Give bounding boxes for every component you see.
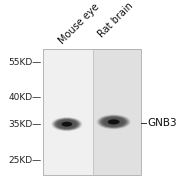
Ellipse shape [107,119,120,125]
Text: Mouse eye: Mouse eye [57,1,101,46]
Ellipse shape [54,118,80,130]
Ellipse shape [59,121,74,127]
Ellipse shape [58,120,76,128]
Ellipse shape [107,119,121,125]
Ellipse shape [101,117,126,127]
Ellipse shape [97,115,130,129]
Ellipse shape [104,118,123,126]
Text: Rat brain: Rat brain [96,1,135,40]
Bar [93,49,141,176]
Ellipse shape [61,122,72,127]
Ellipse shape [62,122,71,126]
Ellipse shape [63,123,71,126]
Ellipse shape [105,118,122,125]
Ellipse shape [110,120,118,124]
Ellipse shape [57,120,77,129]
Text: GNB3: GNB3 [147,118,177,128]
Ellipse shape [53,118,81,130]
Ellipse shape [98,115,129,129]
Ellipse shape [58,120,75,128]
Ellipse shape [103,118,124,126]
Ellipse shape [102,117,125,127]
Ellipse shape [52,118,82,131]
Ellipse shape [56,119,78,129]
Text: 35KD—: 35KD— [8,120,42,129]
Ellipse shape [64,123,70,125]
Ellipse shape [66,124,68,125]
Text: 25KD—: 25KD— [9,156,42,165]
Ellipse shape [99,116,128,128]
Ellipse shape [109,120,119,124]
Ellipse shape [65,123,69,125]
Text: 55KD—: 55KD— [8,58,42,67]
Ellipse shape [112,121,116,123]
Ellipse shape [51,117,83,131]
Ellipse shape [55,119,79,130]
Text: 40KD—: 40KD— [9,93,42,102]
Ellipse shape [96,114,131,129]
Bar [43,49,141,176]
Ellipse shape [60,121,73,127]
Bar [43,49,93,176]
Ellipse shape [111,121,117,123]
Ellipse shape [100,116,127,128]
